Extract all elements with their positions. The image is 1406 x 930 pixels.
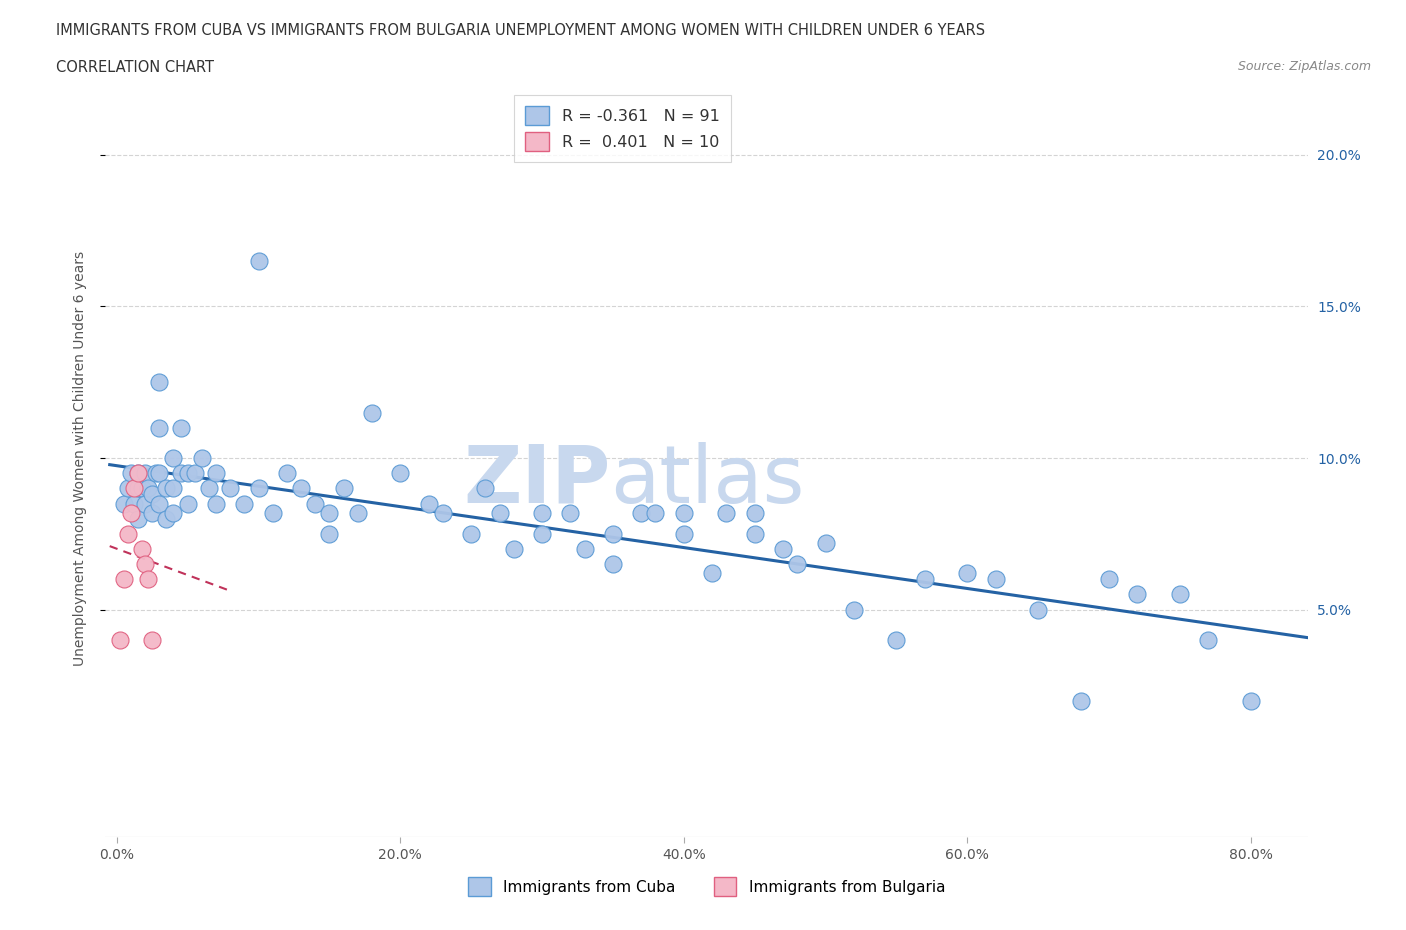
- Point: [1098, 572, 1121, 587]
- Point: [134, 496, 156, 511]
- Point: [531, 505, 554, 520]
- Point: [1026, 603, 1049, 618]
- Point: [276, 466, 298, 481]
- Point: [141, 505, 163, 520]
- Point: [233, 496, 256, 511]
- Point: [191, 451, 214, 466]
- Point: [162, 451, 184, 466]
- Point: [205, 496, 228, 511]
- Point: [474, 481, 496, 496]
- Point: [155, 512, 177, 526]
- Point: [418, 496, 440, 511]
- Point: [169, 420, 191, 435]
- Point: [176, 496, 198, 511]
- Point: [127, 466, 149, 481]
- Point: [716, 505, 738, 520]
- Point: [672, 505, 695, 520]
- Point: [136, 572, 159, 587]
- Point: [346, 505, 368, 520]
- Point: [148, 420, 170, 435]
- Text: CORRELATION CHART: CORRELATION CHART: [56, 60, 214, 75]
- Text: IMMIGRANTS FROM CUBA VS IMMIGRANTS FROM BULGARIA UNEMPLOYMENT AMONG WOMEN WITH C: IMMIGRANTS FROM CUBA VS IMMIGRANTS FROM …: [56, 23, 986, 38]
- Point: [120, 466, 142, 481]
- Point: [148, 375, 170, 390]
- Point: [602, 526, 624, 541]
- Point: [169, 466, 191, 481]
- Point: [148, 466, 170, 481]
- Point: [262, 505, 284, 520]
- Text: ZIP: ZIP: [463, 442, 610, 520]
- Point: [361, 405, 384, 420]
- Point: [108, 632, 131, 647]
- Point: [1126, 587, 1149, 602]
- Point: [136, 481, 159, 496]
- Point: [672, 526, 695, 541]
- Point: [176, 466, 198, 481]
- Point: [1168, 587, 1191, 602]
- Point: [389, 466, 412, 481]
- Point: [127, 512, 149, 526]
- Point: [744, 505, 766, 520]
- Point: [219, 481, 242, 496]
- Point: [814, 536, 837, 551]
- Point: [141, 487, 163, 502]
- Point: [127, 466, 149, 481]
- Point: [290, 481, 312, 496]
- Point: [956, 565, 979, 580]
- Y-axis label: Unemployment Among Women with Children Under 6 years: Unemployment Among Women with Children U…: [73, 250, 87, 666]
- Point: [155, 481, 177, 496]
- Point: [432, 505, 454, 520]
- Point: [744, 526, 766, 541]
- Point: [247, 254, 270, 269]
- Point: [205, 466, 228, 481]
- Point: [112, 572, 135, 587]
- Point: [1070, 693, 1092, 708]
- Point: [198, 481, 221, 496]
- Point: [162, 481, 184, 496]
- Point: [488, 505, 510, 520]
- Point: [531, 526, 554, 541]
- Point: [772, 541, 794, 556]
- Point: [702, 565, 724, 580]
- Point: [120, 505, 142, 520]
- Point: [602, 557, 624, 572]
- Point: [1197, 632, 1219, 647]
- Point: [112, 496, 135, 511]
- Point: [842, 603, 865, 618]
- Point: [560, 505, 582, 520]
- Point: [304, 496, 326, 511]
- Point: [117, 481, 139, 496]
- Point: [318, 505, 340, 520]
- Point: [786, 557, 808, 572]
- Point: [145, 466, 167, 481]
- Text: Source: ZipAtlas.com: Source: ZipAtlas.com: [1237, 60, 1371, 73]
- Point: [148, 496, 170, 511]
- Point: [914, 572, 936, 587]
- Point: [1240, 693, 1263, 708]
- Point: [127, 481, 149, 496]
- Point: [644, 505, 666, 520]
- Point: [247, 481, 270, 496]
- Point: [122, 496, 145, 511]
- Point: [502, 541, 524, 556]
- Point: [131, 481, 153, 496]
- Point: [131, 541, 153, 556]
- Point: [117, 526, 139, 541]
- Point: [134, 466, 156, 481]
- Point: [886, 632, 908, 647]
- Point: [460, 526, 482, 541]
- Text: atlas: atlas: [610, 442, 804, 520]
- Point: [630, 505, 652, 520]
- Point: [162, 505, 184, 520]
- Point: [574, 541, 596, 556]
- Point: [122, 481, 145, 496]
- Legend: Immigrants from Cuba, Immigrants from Bulgaria: Immigrants from Cuba, Immigrants from Bu…: [458, 869, 955, 905]
- Point: [141, 632, 163, 647]
- Point: [332, 481, 354, 496]
- Point: [134, 557, 156, 572]
- Point: [184, 466, 207, 481]
- Point: [984, 572, 1007, 587]
- Point: [318, 526, 340, 541]
